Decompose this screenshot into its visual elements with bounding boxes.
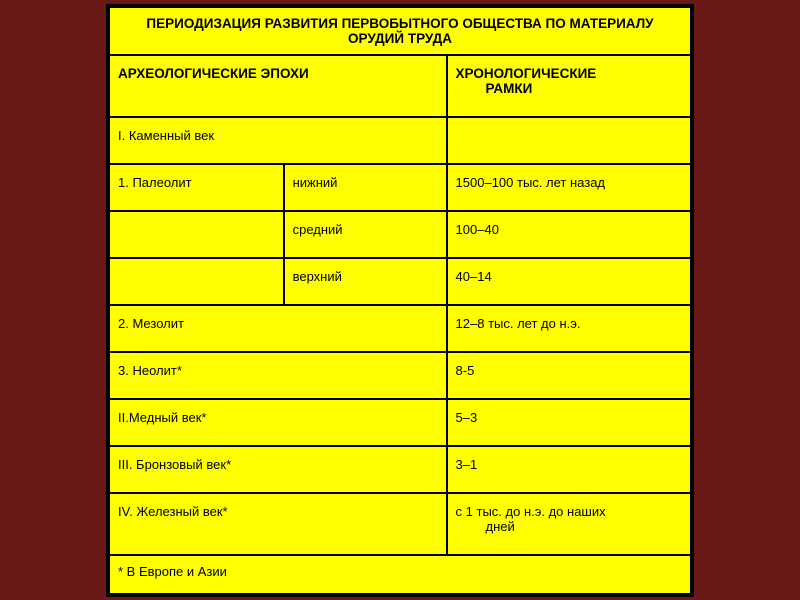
- cell-timeframe: [447, 117, 691, 164]
- cell-epoch: III. Бронзовый век*: [109, 446, 447, 493]
- cell-epoch: 3. Неолит*: [109, 352, 447, 399]
- table-footnote: * В Европе и Азии: [109, 555, 691, 594]
- cell-epoch: 2. Мезолит: [109, 305, 447, 352]
- table-row: 2. Мезолит 12–8 тыс. лет до н.э.: [109, 305, 691, 352]
- cell-epoch: [109, 211, 284, 258]
- table-row: IV. Железный век* с 1 тыс. до н.э. до на…: [109, 493, 691, 555]
- cell-epoch: I. Каменный век: [109, 117, 447, 164]
- cell-timeframe: 5–3: [447, 399, 691, 446]
- cell-timeframe: 12–8 тыс. лет до н.э.: [447, 305, 691, 352]
- cell-subperiod: верхний: [284, 258, 447, 305]
- table-row: верхний 40–14: [109, 258, 691, 305]
- table-title: ПЕРИОДИЗАЦИЯ РАЗВИТИЯ ПЕРВОБЫТНОГО ОБЩЕС…: [109, 7, 691, 55]
- cell-timeframe-line2: дней: [456, 519, 682, 534]
- cell-timeframe-line1: с 1 тыс. до н.э. до наших: [456, 504, 606, 519]
- cell-timeframe: 100–40: [447, 211, 691, 258]
- cell-timeframe: 40–14: [447, 258, 691, 305]
- table-row: 3. Неолит* 8-5: [109, 352, 691, 399]
- cell-epoch: IV. Железный век*: [109, 493, 447, 555]
- cell-subperiod: средний: [284, 211, 447, 258]
- header-timeframe-line1: ХРОНОЛОГИЧЕСКИЕ: [456, 66, 597, 81]
- header-epochs: АРХЕОЛОГИЧЕСКИЕ ЭПОХИ: [109, 55, 447, 117]
- cell-epoch: II.Медный век*: [109, 399, 447, 446]
- table-row: средний 100–40: [109, 211, 691, 258]
- header-timeframe: ХРОНОЛОГИЧЕСКИЕ РАМКИ: [447, 55, 691, 117]
- cell-subperiod: нижний: [284, 164, 447, 211]
- header-timeframe-line2: РАМКИ: [456, 81, 682, 96]
- table-row: 1. Палеолит нижний 1500–100 тыс. лет наз…: [109, 164, 691, 211]
- table-title-row: ПЕРИОДИЗАЦИЯ РАЗВИТИЯ ПЕРВОБЫТНОГО ОБЩЕС…: [109, 7, 691, 55]
- cell-timeframe: 3–1: [447, 446, 691, 493]
- cell-timeframe: 8-5: [447, 352, 691, 399]
- table-footer-row: * В Европе и Азии: [109, 555, 691, 594]
- periodization-table: ПЕРИОДИЗАЦИЯ РАЗВИТИЯ ПЕРВОБЫТНОГО ОБЩЕС…: [108, 6, 692, 595]
- cell-epoch: 1. Палеолит: [109, 164, 284, 211]
- cell-timeframe: 1500–100 тыс. лет назад: [447, 164, 691, 211]
- table-row: III. Бронзовый век* 3–1: [109, 446, 691, 493]
- periodization-table-container: ПЕРИОДИЗАЦИЯ РАЗВИТИЯ ПЕРВОБЫТНОГО ОБЩЕС…: [106, 4, 694, 597]
- cell-epoch: [109, 258, 284, 305]
- cell-timeframe: с 1 тыс. до н.э. до наших дней: [447, 493, 691, 555]
- table-row: II.Медный век* 5–3: [109, 399, 691, 446]
- table-row: I. Каменный век: [109, 117, 691, 164]
- table-header-row: АРХЕОЛОГИЧЕСКИЕ ЭПОХИ ХРОНОЛОГИЧЕСКИЕ РА…: [109, 55, 691, 117]
